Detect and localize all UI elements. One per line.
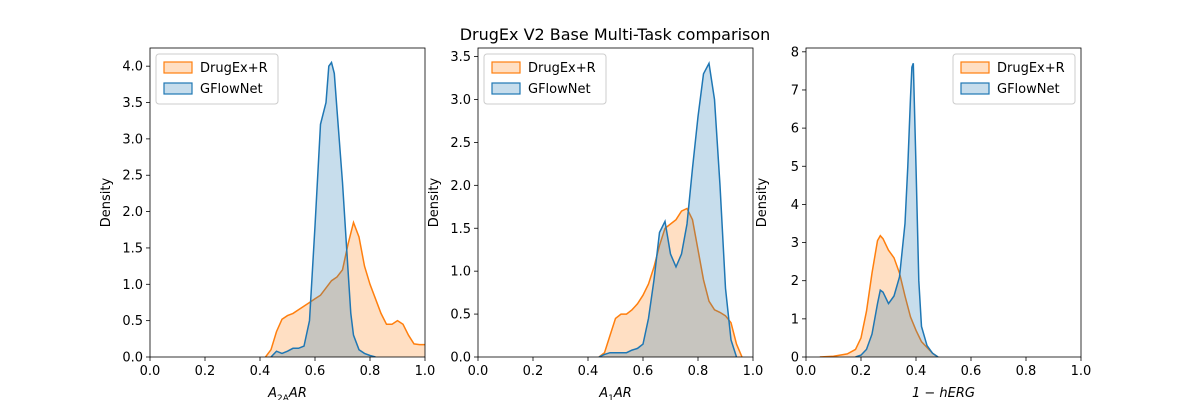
axes-frame [149, 47, 426, 358]
y-tick-label: 8 [791, 45, 799, 60]
x-axis-label: A2AAR [267, 386, 307, 400]
x-axis-label-sub: 1 [608, 394, 614, 400]
x-axis-label-tail: AR [613, 386, 632, 400]
panel-2: 0.0 0.2 0.4 0.6 0.8 1.0 0.0 0.5 1.0 1.5 2.0 2.5 3.0 3… [427, 47, 764, 404]
legend-label: DrugEx+R [997, 61, 1065, 76]
density-fill-gflownet [855, 63, 938, 357]
legend-label: GFlowNet [200, 82, 263, 97]
legend-swatch [491, 61, 521, 74]
density-line-gflownet [598, 61, 738, 357]
axes-frame [477, 47, 754, 358]
plot-area [264, 60, 425, 357]
legend-box [155, 53, 279, 105]
y-tick-label: 3 [791, 236, 799, 251]
y-tick-label: 3.5 [450, 50, 471, 65]
y-axis-label: Density [755, 177, 770, 227]
y-tick-label: 6 [791, 122, 799, 137]
x-tick-label: 0.2 [851, 364, 872, 379]
y-tick-label: 3.0 [122, 132, 143, 147]
x-tick-label: 0.0 [796, 364, 817, 379]
x-tick-label: 0.6 [633, 364, 654, 379]
legend-label: DrugEx+R [528, 61, 596, 76]
legend-label: DrugEx+R [200, 61, 268, 76]
y-tick-label: 4 [791, 198, 799, 213]
y-axis-label: Density [427, 177, 442, 227]
x-tick-label: 0.8 [1016, 364, 1037, 379]
x-tick-label: 0.2 [523, 364, 544, 379]
legend-swatch [491, 82, 521, 95]
y-tick-label: 2 [791, 274, 799, 289]
x-tick-label: 1.0 [743, 364, 764, 379]
x-tick-label: 0.4 [578, 364, 599, 379]
legend: DrugEx+R GFlowNet [952, 53, 1076, 105]
density-line-gflownet [270, 60, 376, 357]
legend-swatch [163, 82, 193, 95]
x-axis-label-sub: 2A [277, 394, 290, 400]
chart-title: DrugEx V2 Base Multi-Task comparison [460, 25, 771, 44]
density-line-drugexr [264, 220, 425, 357]
y-tick-label: 1 [791, 312, 799, 327]
density-line-gflownet [855, 63, 939, 357]
density-fill-drugexr [265, 222, 425, 357]
x-tick-label: 0.0 [468, 364, 489, 379]
y-tick-label: 2.5 [122, 169, 143, 184]
density-fill-gflownet [599, 63, 737, 357]
legend: DrugEx+R GFlowNet [155, 53, 279, 105]
y-tick-label: 0.0 [450, 351, 471, 366]
y-tick-label: 0.0 [122, 351, 143, 366]
plot-area [598, 61, 743, 357]
density-fill-gflownet [271, 62, 376, 357]
panel-1: 0.0 0.2 0.4 0.6 0.8 1.0 0.0 0.5 1.0 1.5 2.0 2.5 3.0 3… [99, 47, 436, 404]
y-tick-label: 0 [791, 351, 799, 366]
x-axis-label: 1 − hERG [912, 386, 975, 400]
legend: DrugEx+R GFlowNet [483, 53, 607, 105]
density-fill-drugexr [599, 208, 742, 357]
y-tick-label: 2.0 [450, 179, 471, 194]
y-axis-label: Density [99, 177, 114, 227]
x-axis-label: A1AR [598, 386, 632, 400]
x-axis-label-tail: AR [288, 386, 307, 400]
y-tick-label: 1.5 [450, 222, 471, 237]
legend-swatch [960, 61, 990, 74]
x-tick-label: 0.8 [688, 364, 709, 379]
x-axis-label-main: 1 − hERG [912, 386, 975, 400]
y-tick-label: 4.0 [122, 60, 143, 75]
x-tick-label: 0.0 [140, 364, 161, 379]
y-tick-label: 1.0 [122, 278, 143, 293]
legend-box [952, 53, 1076, 105]
y-tick-label: 5 [791, 160, 799, 175]
y-tick-label: 2.5 [450, 136, 471, 151]
x-tick-label: 1.0 [1071, 364, 1092, 379]
y-tick-label: 1.5 [122, 241, 143, 256]
panel-3: 0.0 0.2 0.4 0.6 0.8 1.0 0 1 2 3 4 5 6 7 8 Density 1 − hE… [755, 45, 1092, 401]
y-tick-label: 3.0 [450, 93, 471, 108]
x-tick-label: 0.6 [961, 364, 982, 379]
y-tick-label: 2.0 [122, 205, 143, 220]
x-axis-label-main: A [598, 386, 608, 400]
plot-area [819, 63, 939, 357]
legend-swatch [960, 82, 990, 95]
density-line-drugexr [598, 207, 743, 357]
legend-label: GFlowNet [997, 82, 1060, 97]
x-tick-label: 0.2 [195, 364, 216, 379]
x-tick-label: 0.4 [906, 364, 927, 379]
legend-label: GFlowNet [528, 82, 591, 97]
x-tick-label: 0.6 [305, 364, 326, 379]
y-tick-label: 3.5 [122, 96, 143, 111]
y-tick-label: 0.5 [450, 308, 471, 323]
y-tick-label: 0.5 [122, 314, 143, 329]
x-tick-label: 0.4 [250, 364, 271, 379]
x-axis-label-main: A [267, 386, 277, 400]
x-tick-label: 1.0 [415, 364, 436, 379]
y-tick-label: 7 [791, 83, 799, 98]
legend-swatch [163, 61, 193, 74]
y-tick-label: 1.0 [450, 265, 471, 280]
axes-frame [805, 47, 1082, 358]
x-tick-label: 0.8 [360, 364, 381, 379]
density-line-drugexr [819, 234, 939, 357]
legend-box [483, 53, 607, 105]
